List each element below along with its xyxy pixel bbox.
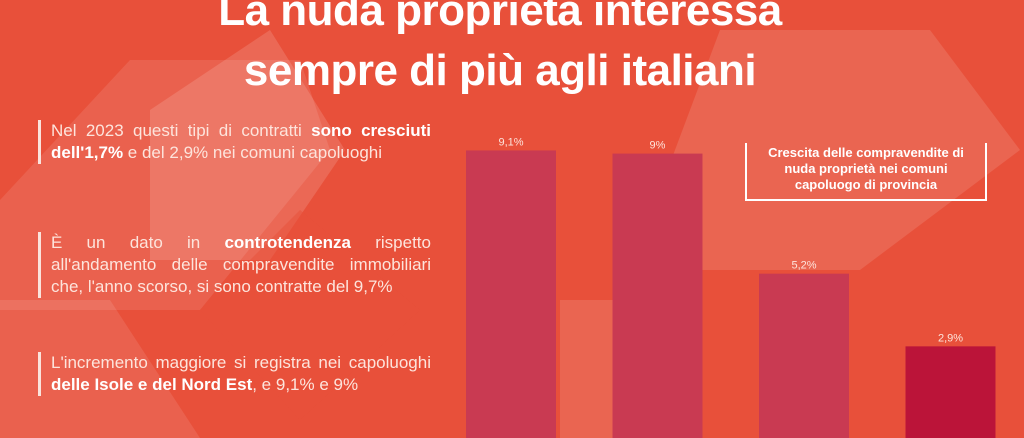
text: È un dato in xyxy=(51,233,225,252)
bar xyxy=(759,273,849,438)
bar xyxy=(612,153,703,438)
highlight: controtendenza xyxy=(224,233,352,252)
bar-value-label: 5,2% xyxy=(791,260,816,272)
highlight: delle Isole e del Nord Est xyxy=(51,375,253,394)
text: Nel 2023 questi tipi di contratti xyxy=(51,121,312,140)
bar-value-label: 9,1% xyxy=(498,136,523,148)
chart-title: Crescita delle compravendite di nuda pro… xyxy=(745,143,987,201)
page-title-line2: sempre di più agli italiani xyxy=(243,46,757,95)
page-title-line1: La nuda proprietà interessa xyxy=(218,0,782,35)
text: L'incremento maggiore si registra nei ca… xyxy=(51,353,431,372)
paragraph-1: Nel 2023 questi tipi di contratti sono c… xyxy=(38,120,431,164)
paragraph-2: È un dato in controtendenza rispetto all… xyxy=(38,232,431,298)
bar xyxy=(466,150,556,438)
bar-value-label: 9% xyxy=(650,140,666,152)
bar-value-label: 2,9% xyxy=(938,332,963,344)
bar xyxy=(905,346,996,438)
paragraph-3: L'incremento maggiore si registra nei ca… xyxy=(38,352,431,396)
text: , e 9,1% e 9% xyxy=(252,375,359,394)
text: rispetto all'andamento delle compravendi… xyxy=(51,233,431,296)
highlight: sono cresciuti dell'1,7% xyxy=(51,121,431,162)
text: e del 2,9% nei comuni capoluoghi xyxy=(123,143,383,162)
